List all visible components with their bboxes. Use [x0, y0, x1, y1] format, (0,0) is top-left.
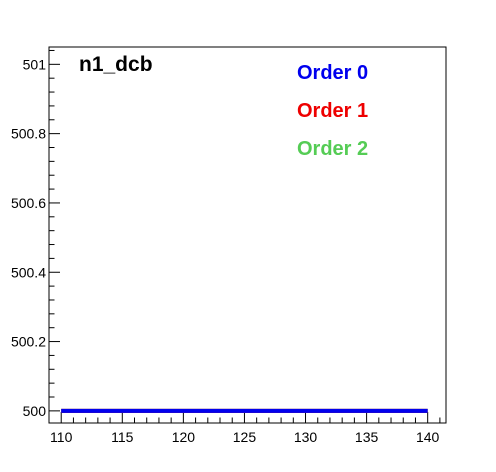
y-tick-label: 500.4: [11, 264, 46, 280]
y-tick-label: 500: [23, 403, 47, 419]
y-tick-label: 500.6: [11, 195, 46, 211]
legend-entry: Order 2: [297, 138, 368, 160]
y-tick-label: 500.2: [11, 334, 46, 350]
x-tick-label: 135: [355, 429, 379, 445]
legend-entry: Order 0: [297, 62, 368, 84]
x-tick-label: 120: [172, 429, 196, 445]
y-tick-label: 501: [23, 56, 47, 72]
plot-frame: [48, 46, 447, 424]
x-tick-label: 125: [233, 429, 257, 445]
legend: Order 0 Order 1 Order 2: [297, 62, 368, 160]
legend-entry: Order 1: [297, 100, 368, 122]
x-tick-label: 140: [416, 429, 440, 445]
x-tick-label: 115: [111, 429, 134, 445]
x-tick-label: 110: [50, 429, 73, 445]
y-tick-label: 500.8: [11, 126, 46, 142]
y-axis: 500 500.2 500.4 500.6 500.8 501: [11, 49, 60, 419]
x-axis: 110 115 120 125 130 135 140: [48, 412, 441, 445]
chart-title: n1_dcb: [79, 53, 153, 76]
x-tick-label: 130: [294, 429, 318, 445]
